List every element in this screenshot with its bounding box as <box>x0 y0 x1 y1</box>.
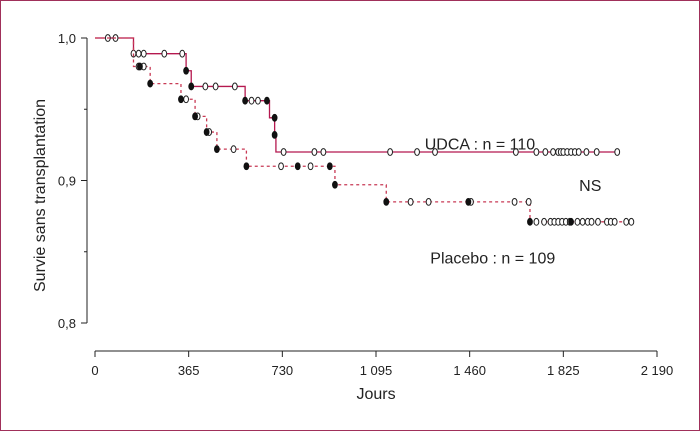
udca-censored-marker <box>212 82 219 91</box>
udca-censored-marker <box>140 49 147 58</box>
udca-censored-marker <box>248 96 255 105</box>
udca-censored-marker <box>320 148 327 156</box>
udca-censored-marker <box>135 49 142 58</box>
udca-censored-marker <box>575 148 582 156</box>
placebo-event-marker <box>213 145 220 154</box>
udca-censored-marker <box>614 148 621 156</box>
placebo-event-marker <box>137 62 143 71</box>
placebo-censored-marker <box>525 197 532 206</box>
placebo-censored-marker <box>588 217 595 226</box>
udca-censored-marker <box>255 96 261 105</box>
x-tick-label: 1 095 <box>360 363 393 378</box>
y-tick-label: 0,9 <box>58 174 76 189</box>
placebo-censored-marker <box>579 217 586 226</box>
placebo-censored-marker <box>183 95 190 104</box>
udca-censored-marker <box>550 148 556 156</box>
x-axis-label: Jours <box>356 386 395 403</box>
x-tick-label: 365 <box>178 363 200 378</box>
placebo-censored-marker <box>511 197 518 206</box>
annotation-udca: UDCA : n = 110 <box>425 136 536 153</box>
udca-censored-marker <box>311 148 318 156</box>
y-axis-label: Survie sans transplantation <box>32 99 49 292</box>
udca-event-marker <box>183 66 190 75</box>
udca-censored-marker <box>231 82 238 91</box>
udca-censored-marker <box>161 49 168 58</box>
x-tick-label: 2 190 <box>641 363 674 378</box>
placebo-censored-marker <box>407 197 414 206</box>
udca-event-marker <box>264 96 270 105</box>
x-tick-label: 0 <box>91 363 98 378</box>
udca-event-marker <box>188 82 195 91</box>
placebo-censored-marker <box>278 162 284 171</box>
placebo-event-marker <box>332 180 338 189</box>
udca-event-marker <box>271 131 278 139</box>
udca-censored-marker <box>432 148 438 156</box>
placebo-censored-marker <box>230 145 237 154</box>
placebo-censored-marker <box>425 197 432 206</box>
placebo-event-marker <box>147 79 154 88</box>
udca-censored-marker <box>512 148 519 156</box>
udca-censored-marker <box>542 148 549 156</box>
axes: 0 365 730 1 095 1 460 1 825 2 190 0,8 0,9 1,0 <box>58 31 673 378</box>
udca-censored-marker <box>179 49 186 58</box>
x-tick-label: 1 460 <box>453 363 486 378</box>
placebo-censored-marker <box>623 217 630 226</box>
x-tick-label: 1 825 <box>547 363 580 378</box>
placebo-censored-marker <box>611 217 618 226</box>
udca-censored-marker <box>593 148 600 156</box>
placebo-series <box>95 37 635 226</box>
placebo-event-marker <box>178 95 184 104</box>
udca-censored-marker <box>414 148 420 156</box>
placebo-event-marker <box>203 128 210 136</box>
udca-step-line <box>95 37 619 153</box>
udca-censored-marker <box>533 148 540 156</box>
placebo-event-marker <box>243 162 250 171</box>
annotation-placebo: Placebo : n = 109 <box>430 250 555 267</box>
y-tick-label: 1,0 <box>58 31 76 46</box>
placebo-censored-marker <box>307 162 314 171</box>
udca-censored-marker <box>583 148 590 156</box>
placebo-censored-marker <box>574 217 581 226</box>
udca-series <box>95 34 621 156</box>
placebo-censored-marker <box>533 217 540 226</box>
placebo-event-marker <box>568 217 574 226</box>
placebo-step-line <box>95 37 634 223</box>
series-layer <box>95 34 635 226</box>
udca-censored-marker <box>387 148 394 156</box>
placebo-event-marker <box>465 197 472 206</box>
placebo-censored-marker <box>628 217 635 226</box>
y-tick-label: 0,8 <box>58 316 76 331</box>
placebo-event-marker <box>326 162 333 171</box>
placebo-event-marker <box>294 162 301 171</box>
udca-event-marker <box>242 96 249 105</box>
placebo-event-marker <box>527 217 533 226</box>
placebo-censored-marker <box>541 217 547 226</box>
udca-event-marker <box>271 113 278 122</box>
x-tick-label: 730 <box>271 363 293 378</box>
placebo-event-marker <box>192 112 198 121</box>
udca-censored-marker <box>202 82 209 91</box>
udca-censored-marker <box>280 148 287 156</box>
annotation-ns: NS <box>579 178 601 195</box>
placebo-event-marker <box>383 197 390 206</box>
placebo-censored-marker <box>595 217 601 226</box>
